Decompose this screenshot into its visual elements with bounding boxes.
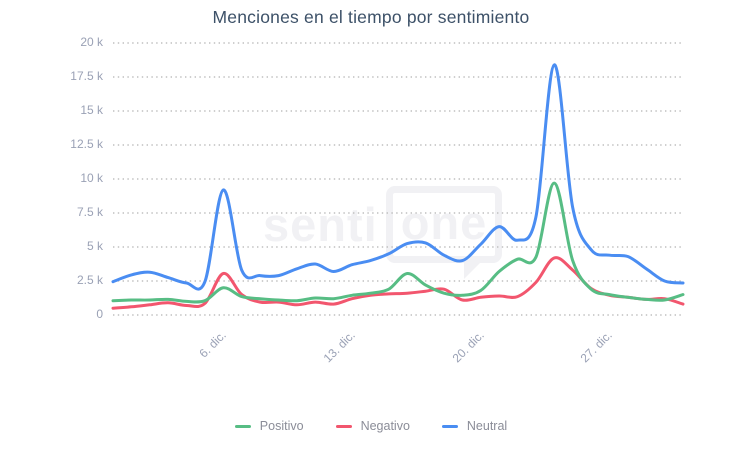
series-line-neutral: [111, 63, 685, 291]
y-axis-label: 2.5 k: [76, 273, 103, 287]
series-line-positivo: [111, 181, 685, 304]
watermark-bubble: one: [385, 186, 503, 279]
legend-label: Neutral: [466, 419, 508, 433]
y-axis-label: 5 k: [86, 239, 103, 253]
legend-label: Positivo: [259, 419, 304, 433]
legend-label: Negativo: [360, 419, 410, 433]
y-axis-label: 17.5 k: [70, 69, 103, 83]
legend-item-negativo[interactable]: Negativo: [335, 419, 410, 433]
watermark-text-senti: senti: [263, 198, 378, 251]
y-axis-label: 7.5 k: [76, 205, 103, 219]
watermark-bubble-tail-icon: [464, 262, 482, 279]
legend-item-neutral[interactable]: Neutral: [441, 419, 508, 433]
legend-marker-icon: [335, 424, 352, 428]
y-axis-label: 10 k: [80, 171, 103, 185]
watermark: senti one: [263, 186, 503, 279]
y-axis-label: 20 k: [80, 35, 103, 49]
legend: Positivo Negativo Neutral: [0, 419, 742, 433]
y-axis-label: 0: [96, 307, 103, 321]
legend-marker-icon: [441, 424, 458, 428]
y-axis-label: 15 k: [80, 103, 103, 117]
legend-item-positivo[interactable]: Positivo: [234, 419, 304, 433]
chart-title: Menciones en el tiempo por sentimiento: [212, 7, 530, 27]
watermark-text-one: one: [400, 196, 488, 249]
y-axis-label: 12.5 k: [70, 137, 103, 151]
legend-marker-icon: [234, 424, 251, 428]
